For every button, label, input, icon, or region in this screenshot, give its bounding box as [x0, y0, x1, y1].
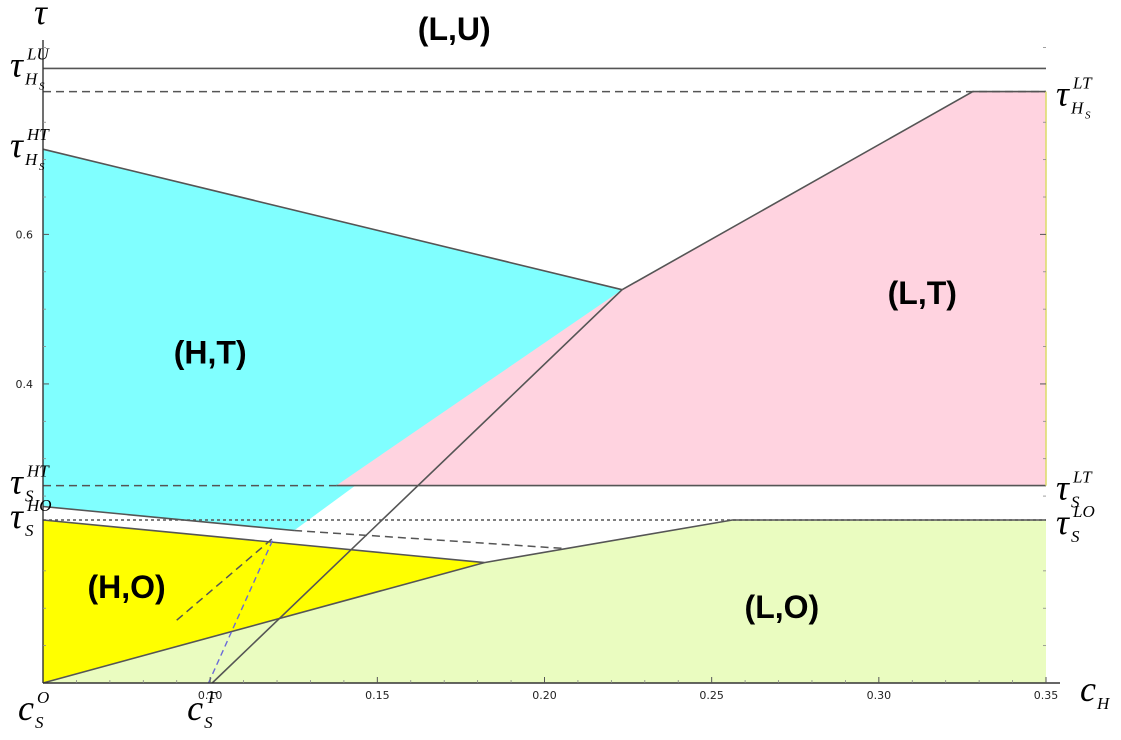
dashed-line-3: [176, 536, 275, 621]
right-marker-1-base: τ: [1056, 468, 1070, 508]
right-marker-0: τ LT H S: [1056, 74, 1093, 122]
region-h-o: [43, 520, 485, 683]
left-marker-1: τ HT H S: [10, 125, 50, 173]
axis-ticks: 0.10 0.15 0.20 0.25 0.30 0.35 0.4 0.6: [16, 47, 1059, 702]
region-l-t: [336, 91, 1046, 486]
y-tick-label: 0.4: [16, 378, 34, 391]
x-axis-title-sub: H: [1096, 694, 1111, 713]
right-marker-0-sub: H: [1070, 99, 1085, 118]
x-marker-0-sup: O: [37, 688, 49, 707]
region-label-h-t: (H,T): [174, 335, 247, 371]
left-marker-0-base: τ: [10, 44, 24, 84]
left-marker-1-sup: HT: [26, 125, 50, 144]
x-marker-0-sub: S: [35, 713, 44, 732]
y-tick-label: 0.6: [16, 228, 34, 241]
y-axis-title: τ: [34, 0, 48, 32]
boundary-lines: [42, 67, 1047, 684]
region-label-l-t: (L,T): [888, 275, 957, 311]
left-marker-3-sub: S: [25, 521, 34, 540]
left-marker-1-sub: H: [24, 150, 39, 169]
right-marker-2-sup: LO: [1072, 502, 1095, 521]
left-marker-2: τ HT S: [10, 462, 50, 506]
x-marker-1-base: c: [187, 688, 203, 728]
right-marker-1-sup: LT: [1072, 468, 1093, 487]
x-marker-1-sup: T: [206, 688, 217, 707]
left-marker-3-sup: HO: [26, 496, 52, 515]
left-marker-0-subsub: S: [39, 80, 45, 92]
left-marker-2-sub: S: [25, 487, 34, 506]
right-marker-2-base: τ: [1056, 502, 1070, 542]
boundary-line-5: [42, 505, 295, 532]
region-label-l-u: (L,U): [418, 11, 491, 47]
right-marker-0-subsub: S: [1085, 110, 1091, 122]
right-marker-1: τ LT S: [1056, 468, 1093, 512]
threshold-line-0: [207, 536, 275, 684]
region-labels: (H,T) (L,T) (H,O) (L,O) (L,U): [87, 11, 956, 625]
x-tick-label: 0.15: [365, 689, 390, 702]
x-marker-0: c OS: [18, 688, 49, 732]
dashed-line-2: [294, 529, 563, 550]
x-tick-label: 0.35: [1034, 689, 1059, 702]
axes: [42, 40, 1060, 684]
left-marker-2-base: τ: [10, 462, 24, 502]
left-marker-0-sub: H: [24, 69, 39, 88]
region-h-t: [43, 149, 623, 531]
left-marker-3: τ HO S: [10, 496, 52, 540]
right-marker-1-sub: S: [1071, 493, 1080, 512]
region-fills: [43, 91, 1046, 683]
region-label-h-o: (H,O): [87, 569, 165, 605]
boundary-line-1: [42, 148, 623, 291]
left-marker-3-base: τ: [10, 496, 24, 536]
right-marker-0-base: τ: [1056, 74, 1070, 114]
x-axis-title-base: c: [1080, 669, 1096, 709]
boundary-line-6: [42, 519, 485, 564]
right-marker-2-sub: S: [1071, 527, 1080, 546]
left-marker-1-subsub: S: [39, 161, 45, 173]
x-marker-1-sub: S: [204, 713, 213, 732]
left-marker-1-base: τ: [10, 125, 24, 165]
left-marker-0-sup: LU: [26, 44, 50, 63]
x-tick-label: 0.25: [699, 689, 724, 702]
right-marker-2: τ LO S: [1056, 502, 1095, 546]
region-label-l-o: (L,O): [745, 589, 820, 625]
x-tick-label: 0.30: [867, 689, 892, 702]
x-marker-1: c TS: [187, 688, 217, 732]
x-marker-0-base: c: [18, 688, 34, 728]
left-marker-0: τ LU H S: [10, 44, 50, 92]
x-tick-label: 0.10: [198, 689, 223, 702]
right-marker-0-sup: LT: [1072, 74, 1093, 93]
region-l-o: [43, 520, 1046, 683]
x-tick-label: 0.20: [532, 689, 557, 702]
left-marker-2-sup: HT: [26, 462, 50, 481]
